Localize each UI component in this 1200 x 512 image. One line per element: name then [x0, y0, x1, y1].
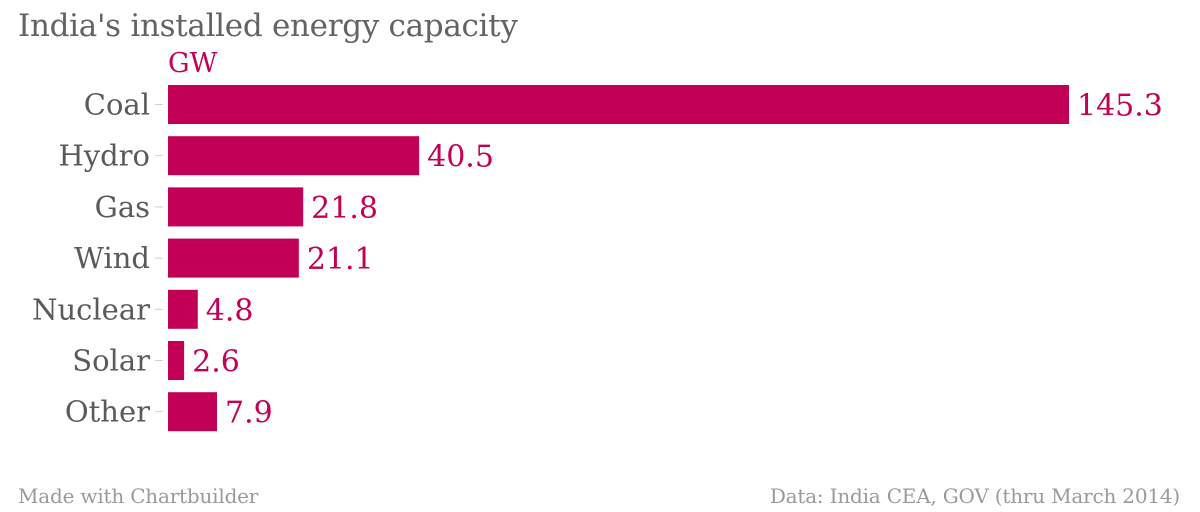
category-label-coal: Coal	[84, 88, 150, 122]
bars-layer: Coal 145.3 Hydro 40.5 Gas 21.8 Wind 21.1 Nuclear…	[32, 85, 1163, 432]
category-label-gas: Gas	[95, 190, 150, 224]
bar-gas	[168, 187, 304, 227]
bar-wind	[168, 238, 299, 278]
unit-label: GW	[168, 48, 218, 79]
bar-hydro	[168, 136, 420, 176]
category-label-nuclear: Nuclear	[32, 292, 150, 326]
bar-solar	[168, 341, 185, 380]
value-label-wind: 21.1	[307, 242, 374, 277]
category-label-other: Other	[65, 395, 150, 429]
bar-other	[168, 392, 217, 432]
value-label-gas: 21.8	[311, 191, 378, 226]
data-source-note: Data: India CEA, GOV (thru March 2014)	[769, 484, 1180, 508]
bar-nuclear	[168, 289, 198, 329]
value-label-hydro: 40.5	[427, 140, 494, 175]
value-label-solar: 2.6	[192, 345, 240, 380]
bar-coal	[168, 85, 1069, 124]
category-label-hydro: Hydro	[58, 139, 150, 173]
chart-title: India's installed energy capacity	[18, 8, 518, 44]
chartbuilder-credit: Made with Chartbuilder	[18, 484, 259, 508]
value-label-coal: 145.3	[1077, 89, 1163, 124]
value-label-nuclear: 4.8	[206, 293, 254, 328]
value-label-other: 7.9	[225, 396, 273, 431]
category-label-solar: Solar	[72, 344, 150, 378]
category-label-wind: Wind	[74, 241, 150, 275]
bar-chart: Coal 145.3 Hydro 40.5 Gas 21.8 Wind 21.1 Nuclear…	[32, 85, 1163, 432]
